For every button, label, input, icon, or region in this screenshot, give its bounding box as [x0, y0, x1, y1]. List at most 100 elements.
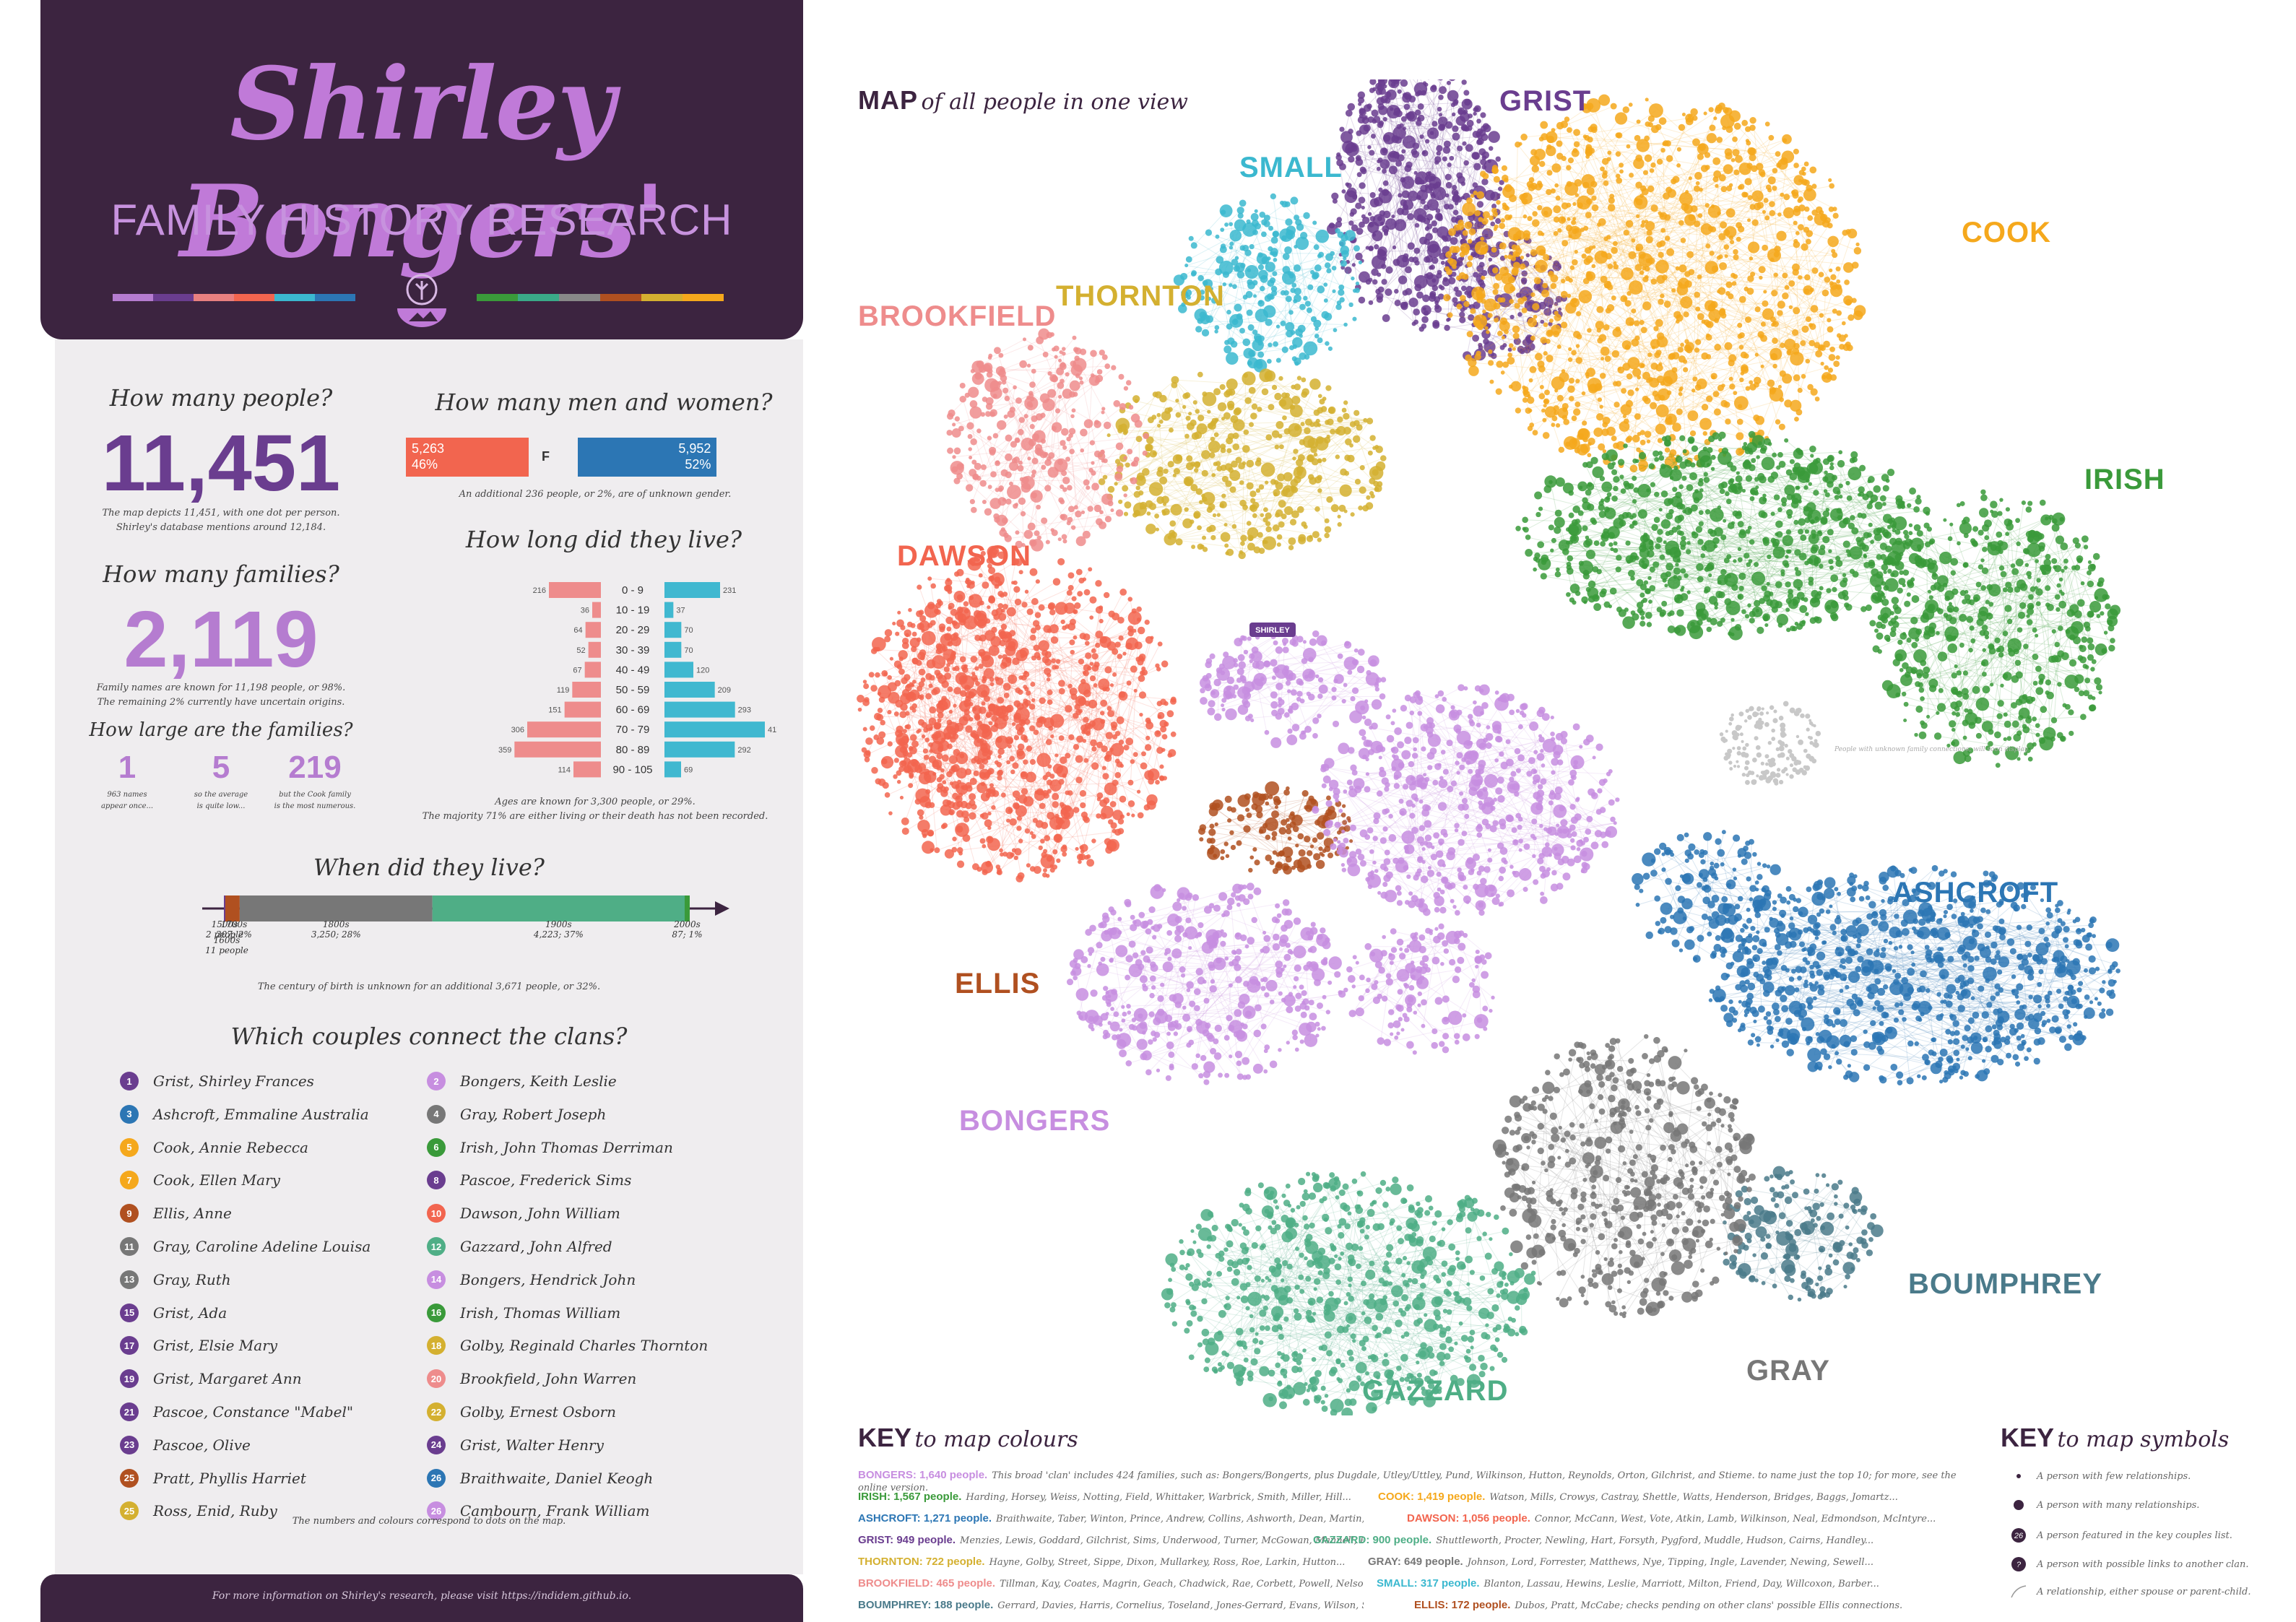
age-category-label: 40 - 49 [616, 664, 650, 676]
key-symbols: KEY to map symbols A person with few rel… [2001, 1423, 2275, 1598]
stripe-segment [683, 294, 724, 301]
couple-number-badge: 13 [120, 1270, 139, 1289]
couple-name: Irish, Thomas William [460, 1304, 621, 1322]
couple-number-badge: 9 [120, 1204, 139, 1223]
female-age-value: 151 [548, 706, 561, 715]
stripe-segment [559, 294, 600, 301]
male-age-bar [664, 701, 735, 718]
gender-heading: How many men and women? [435, 389, 773, 416]
female-bar: 5,263 46% [406, 438, 529, 477]
families-count: 2,119 [124, 595, 319, 684]
couple-name: Braithwaite, Daniel Keogh [460, 1469, 654, 1487]
couple-item: 19 Grist, Margaret Ann [120, 1368, 302, 1389]
clan-cluster-ashcroft [1632, 830, 1787, 963]
couple-name: Grist, Ada [153, 1304, 228, 1322]
couple-badge-icon: 26 [2001, 1527, 2037, 1544]
key-colour-row: GRAY: 649 people. Johnson, Lord, Forreste… [1368, 1556, 1873, 1568]
female-age-bar [573, 761, 601, 778]
couple-item: 2 Bongers, Keith Leslie [427, 1070, 617, 1092]
key-colour-label: BROOKFIELD: 465 people. [858, 1577, 996, 1590]
age-category-label: 30 - 39 [616, 644, 650, 656]
female-age-bar [549, 582, 601, 598]
key-colour-desc: Hayne, Golby, Street, Sippe, Dixon, Mull… [989, 1557, 1346, 1568]
key-colour-row: IRISH: 1,567 people. Harding, Horsey, Wei… [858, 1491, 1351, 1503]
timeline-arrow-icon [715, 901, 729, 916]
stripe-segment [153, 294, 194, 301]
key-symbol-text: A relationship, either spouse or parent-… [2037, 1586, 2251, 1597]
female-pct: 46% [412, 457, 438, 472]
couple-number-badge: 25 [120, 1501, 139, 1521]
couple-name: Ross, Enid, Ruby [153, 1502, 277, 1520]
key-symbol-row: A person with few relationships. [2001, 1469, 2191, 1483]
clan-label-irish: IRISH [2084, 464, 2165, 495]
couple-name: Grist, Margaret Ann [153, 1370, 302, 1388]
map-title-bold: MAP [858, 85, 918, 115]
key-symbols-title: KEY to map symbols [2001, 1423, 2275, 1453]
male-age-value: 69 [684, 766, 693, 774]
couple-number-badge: 11 [120, 1237, 139, 1256]
family-size-note: is the most numerous. [274, 802, 356, 810]
key-symbol-row: ? A person with possible links to another… [2001, 1556, 2249, 1573]
key-symbol-row: 26 A person featured in the key couples l… [2001, 1527, 2232, 1544]
female-count: 5,263 [412, 441, 445, 456]
key-symbol-row: A person with many relationships. [2001, 1498, 2199, 1512]
couple-item: 3 Ashcroft, Emmaline Australia [120, 1103, 369, 1125]
male-age-value: 417 [768, 726, 777, 734]
female-age-bar [572, 682, 601, 698]
key-colour-desc: Tillman, Kay, Coates, Magrin, Geach, Cha… [1000, 1579, 1364, 1590]
color-stripe-left [113, 294, 355, 301]
female-age-value: 67 [573, 666, 581, 675]
couple-name: Golby, Reginald Charles Thornton [460, 1337, 709, 1355]
clan-label-bongers: BONGERS [959, 1105, 1111, 1137]
age-category-label: 50 - 59 [616, 684, 650, 696]
female-age-value: 216 [533, 586, 546, 595]
stats-panel: How many people? 11,451 The map depicts … [55, 339, 803, 1574]
family-size-note: 963 names [107, 791, 147, 799]
key-colour-desc: Gerrard, Davies, Harris, Cornelius, Tose… [997, 1600, 1364, 1611]
timeline-label: 1900s [545, 919, 572, 929]
key-colour-row: GAZZARD: 900 people. Shuttleworth, Procte… [1313, 1534, 1873, 1546]
timeline-label: 1700s [221, 919, 248, 929]
couple-item: 5 Cook, Annie Rebecca [120, 1137, 308, 1158]
lifespan-note-1: Ages are known for 3,300 people, or 29%. [495, 797, 696, 807]
clan-cluster-thornton [1097, 368, 1387, 560]
key-symbol-text: A person featured in the key couples lis… [2037, 1530, 2232, 1541]
couple-number-badge: 12 [427, 1237, 446, 1256]
header-banner: Shirley Bongers' FAMILY HISTORY RESEARCH [40, 0, 803, 339]
key-colours-title-italic: to map colours [914, 1427, 1078, 1452]
clan-label-brookfield: BROOKFIELD [858, 300, 1057, 332]
couple-item: 24 Grist, Walter Henry [427, 1434, 604, 1456]
clan-label-ellis: ELLIS [955, 968, 1041, 999]
families-note-2: The remaining 2% currently have uncertai… [97, 697, 345, 708]
couple-number-badge: 22 [427, 1402, 446, 1421]
stripe-segment [194, 294, 234, 301]
clan-cluster-boumphrey [1723, 1166, 1884, 1302]
couple-number-badge: 18 [427, 1336, 446, 1356]
couple-item: 20 Brookfield, John Warren [427, 1368, 636, 1389]
male-age-bar [664, 641, 682, 658]
couple-name: Gray, Robert Joseph [460, 1105, 607, 1123]
female-age-value: 64 [573, 626, 582, 635]
couple-item: 4 Gray, Robert Joseph [427, 1103, 606, 1125]
male-bar: 5,952 52% [578, 438, 717, 477]
footer-text: For more information on Shirley's resear… [212, 1590, 632, 1602]
timeline-label: 1800s [323, 919, 350, 929]
couples-note: The numbers and colours correspond to do… [292, 1516, 566, 1527]
shirley-tag [1249, 623, 1296, 637]
timeline-detail: 4,223; 37% [533, 929, 584, 940]
key-colour-label: ASHCROFT: 1,271 people. [858, 1512, 992, 1525]
couple-item: 16 Irish, Thomas William [427, 1302, 620, 1324]
couple-number-badge: 1 [120, 1072, 139, 1090]
people-count: 11,451 [101, 419, 341, 508]
couple-number-badge: 23 [120, 1435, 139, 1454]
timeline-segment [224, 895, 225, 921]
clan-cluster-bongers [1343, 923, 1495, 1055]
couple-item: 6 Irish, John Thomas Derriman [427, 1137, 673, 1158]
network-map[interactable]: People with unknown family connections; … [845, 79, 2217, 1415]
couple-number-badge: 21 [120, 1402, 139, 1421]
couple-number-badge: 6 [427, 1137, 446, 1157]
male-count: 5,952 [678, 441, 711, 456]
timeline-label: 1600s [214, 935, 241, 945]
map-title-italic: of all people in one view [921, 90, 1188, 115]
